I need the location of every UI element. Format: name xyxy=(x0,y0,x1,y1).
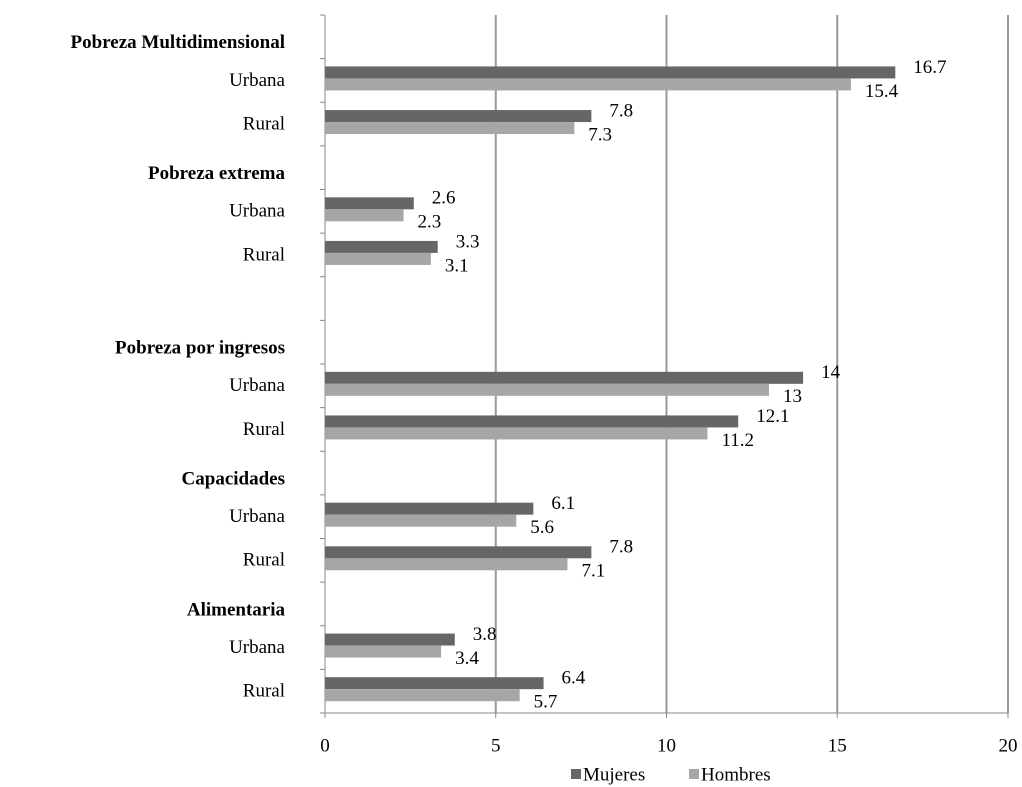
value-label: 7.8 xyxy=(609,537,633,558)
bar xyxy=(325,371,804,384)
x-tick-label: 20 xyxy=(999,735,1018,756)
value-label: 3.4 xyxy=(455,648,479,669)
value-label: 5.7 xyxy=(534,692,558,713)
x-tick-label: 10 xyxy=(657,735,676,756)
bar xyxy=(325,240,438,253)
value-label: 11.2 xyxy=(721,430,754,451)
category-label: Urbana xyxy=(229,506,285,527)
category-label: Rural xyxy=(243,550,285,571)
value-label: 6.4 xyxy=(562,668,586,689)
value-label: 7.1 xyxy=(581,561,605,582)
bar xyxy=(325,689,520,702)
value-label: 15.4 xyxy=(865,81,899,102)
value-label: 3.8 xyxy=(473,624,497,645)
bar xyxy=(325,197,414,210)
group-label: Alimentaria xyxy=(187,599,286,620)
bar xyxy=(325,122,575,135)
group-label: Pobreza extrema xyxy=(148,163,285,184)
value-label: 3.3 xyxy=(456,231,480,252)
category-label: Urbana xyxy=(229,201,285,222)
value-label: 2.3 xyxy=(418,212,442,233)
x-tick-label: 15 xyxy=(828,735,847,756)
bar xyxy=(325,502,534,515)
x-tick-label: 0 xyxy=(320,735,330,756)
value-label: 16.7 xyxy=(913,57,946,78)
bar xyxy=(325,66,896,79)
value-label: 2.6 xyxy=(432,188,456,209)
category-label: Rural xyxy=(243,244,285,265)
value-label: 6.1 xyxy=(551,493,575,514)
value-label: 13 xyxy=(783,386,802,407)
bar xyxy=(325,514,517,527)
group-label: Capacidades xyxy=(182,468,285,489)
bar xyxy=(325,558,568,571)
category-label: Urbana xyxy=(229,375,285,396)
bar xyxy=(325,383,769,396)
legend-label: Hombres xyxy=(701,764,771,785)
bar xyxy=(325,252,431,265)
legend-label: Mujeres xyxy=(583,764,645,785)
bar xyxy=(325,110,592,123)
bar xyxy=(325,78,851,91)
value-label: 5.6 xyxy=(530,517,554,538)
bar xyxy=(325,415,739,428)
legend-swatch xyxy=(571,769,581,779)
category-label: Urbana xyxy=(229,637,285,658)
value-label: 3.1 xyxy=(445,255,469,276)
bar xyxy=(325,677,544,690)
value-label: 7.3 xyxy=(588,124,612,145)
bar xyxy=(325,546,592,559)
bar xyxy=(325,209,404,222)
bar xyxy=(325,427,708,440)
value-label: 14 xyxy=(821,362,841,383)
group-label: Pobreza por ingresos xyxy=(115,338,285,359)
category-label: Rural xyxy=(243,681,285,702)
value-label: 7.8 xyxy=(609,100,633,121)
legend-swatch xyxy=(689,769,699,779)
category-label: Rural xyxy=(243,419,285,440)
bar xyxy=(325,633,455,646)
category-label: Rural xyxy=(243,113,285,134)
x-tick-label: 5 xyxy=(491,735,501,756)
category-label: Urbana xyxy=(229,70,285,91)
bar xyxy=(325,645,442,658)
group-label: Pobreza Multidimensional xyxy=(71,32,285,53)
value-label: 12.1 xyxy=(756,406,789,427)
